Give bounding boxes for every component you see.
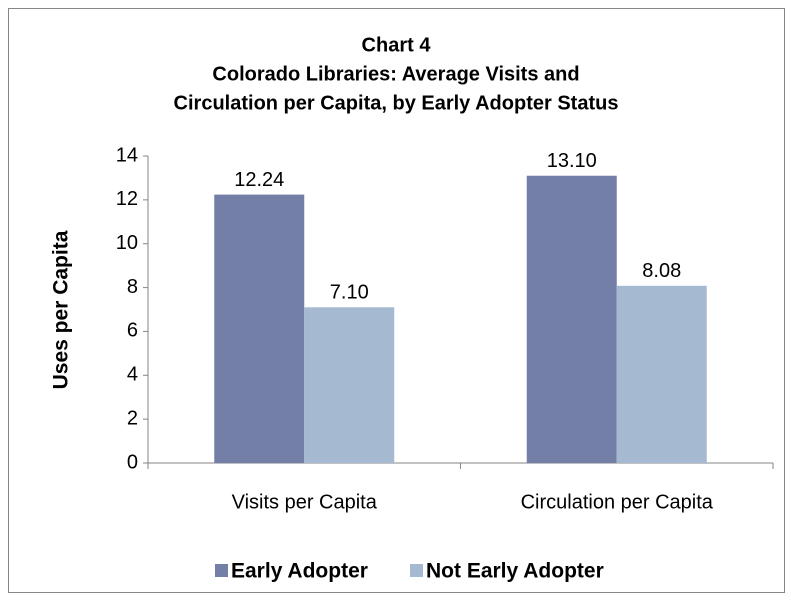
x-tick-label: Visits per Capita: [232, 491, 378, 513]
legend-label: Not Early Adopter: [426, 560, 604, 583]
y-tick-label: 14: [116, 144, 138, 166]
data-label: 8.08: [642, 260, 681, 282]
y-tick-label: 2: [127, 407, 138, 429]
chart-title: Colorado Libraries: Average Visits and: [212, 63, 579, 85]
legend-swatch: [410, 564, 423, 577]
y-tick-label: 6: [127, 320, 138, 342]
y-axis-label: Uses per Capita: [50, 230, 73, 389]
data-label: 13.10: [547, 150, 597, 172]
bar: [526, 175, 617, 463]
data-label: 12.24: [234, 169, 284, 191]
chart-title: Circulation per Capita, by Early Adopter…: [174, 92, 619, 114]
bar: [616, 285, 707, 463]
y-tick-label: 8: [127, 276, 138, 298]
bar: [304, 307, 395, 463]
y-tick-label: 10: [116, 232, 138, 254]
data-label: 7.10: [330, 282, 369, 304]
y-tick-label: 0: [127, 451, 138, 473]
x-tick-label: Circulation per Capita: [521, 491, 714, 513]
bar: [214, 194, 305, 463]
legend-label: Early Adopter: [231, 560, 368, 583]
y-tick-label: 4: [127, 364, 138, 386]
legend-swatch: [215, 564, 228, 577]
chart-title: Chart 4: [362, 34, 432, 56]
y-tick-label: 12: [116, 188, 138, 210]
